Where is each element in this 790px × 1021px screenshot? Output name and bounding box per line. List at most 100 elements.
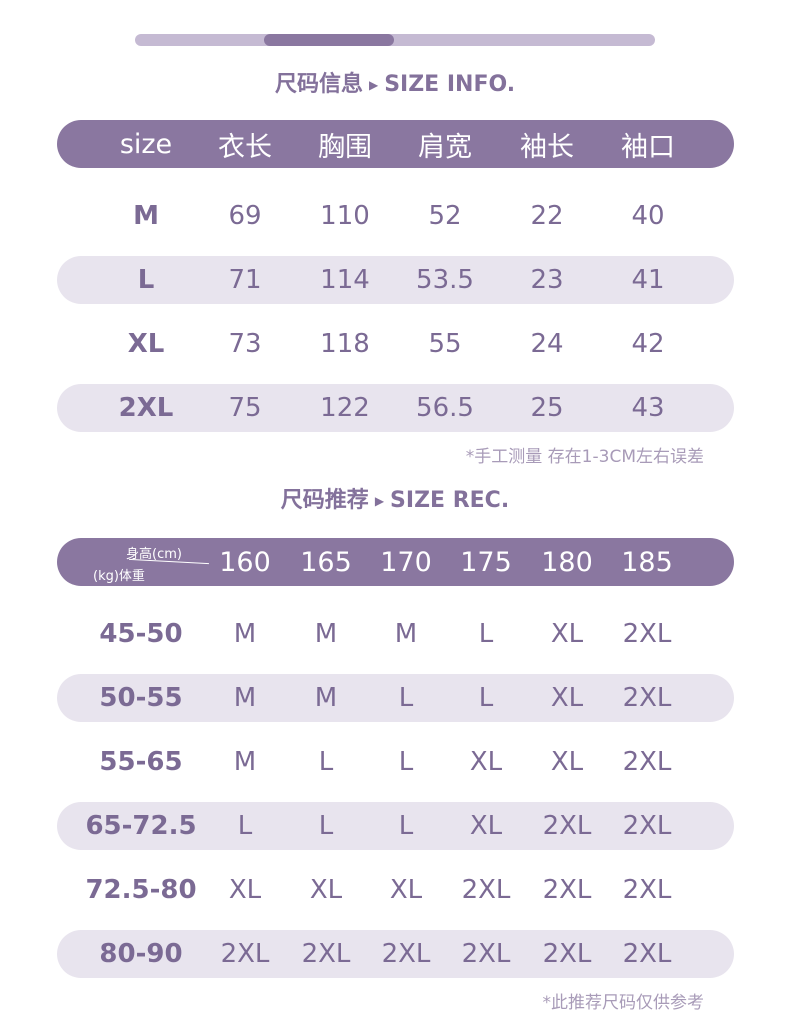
table-cell: M: [314, 619, 338, 649]
triangle-right-icon: ▶: [374, 494, 385, 508]
table-cell: XL: [469, 811, 503, 841]
table-row: 65-72.5 L L L XL 2XL 2XL: [57, 802, 734, 850]
scroll-thumb[interactable]: [264, 34, 394, 46]
table-row: L 71 114 53.5 23 41: [57, 256, 734, 304]
table-cell: L: [398, 683, 414, 713]
column-header: 170: [380, 546, 432, 578]
rec-note: *此推荐尺码仅供参考: [542, 993, 705, 1013]
weight-label: (kg)体重: [93, 569, 145, 584]
row-label: 2XL: [118, 393, 174, 423]
size-rec-title: 尺码推荐 ▶ SIZE REC.: [0, 482, 790, 514]
table-row: 55-65 M L L XL XL 2XL: [57, 730, 734, 794]
height-label: 身高(cm): [126, 547, 182, 562]
header-row: size 衣长 胸围 肩宽 袖长 袖口: [57, 120, 734, 168]
table-row: 2XL 75 122 56.5 25 43: [57, 384, 734, 432]
table-cell: 41: [631, 265, 665, 295]
table-cell: XL: [309, 875, 343, 905]
column-header: 袖长: [520, 131, 574, 163]
table-cell: M: [394, 619, 418, 649]
table-cell: 114: [320, 265, 370, 295]
table-cell: M: [233, 619, 257, 649]
column-header: 180: [541, 546, 593, 578]
size-info-title: 尺码信息 ▶ SIZE INFO.: [0, 66, 790, 98]
column-header: 袖口: [621, 131, 675, 163]
table-row: 80-90 2XL 2XL 2XL 2XL 2XL 2XL: [57, 930, 734, 978]
row-label: 65-72.5: [85, 811, 197, 841]
row-label: 80-90: [99, 939, 183, 969]
size-rec-table: 身高(cm) (kg)体重 160 165 170 175 180 185 45-50 M M M L X…: [57, 538, 734, 986]
table-cell: 2XL: [542, 939, 592, 969]
table-cell: 73: [228, 329, 262, 359]
size-info-table: size 衣长 胸围 肩宽 袖长 袖口 M 69 110 52 22 40 L 71 114 53.5 23 41…: [57, 120, 734, 440]
table-cell: 2XL: [542, 811, 592, 841]
table-cell: 2XL: [622, 939, 672, 969]
table-cell: L: [478, 619, 494, 649]
table-cell: 40: [631, 201, 665, 231]
row-label: L: [137, 265, 155, 295]
table-cell: 24: [530, 329, 564, 359]
table-cell: 52: [428, 201, 462, 231]
corner-cell: 身高(cm) (kg)体重: [93, 541, 213, 584]
row-label: 45-50: [99, 619, 183, 649]
title-en: SIZE REC.: [390, 488, 510, 513]
table-cell: 2XL: [220, 939, 270, 969]
row-label: M: [133, 201, 159, 231]
table-cell: 2XL: [622, 747, 672, 777]
table-cell: XL: [550, 619, 584, 649]
table-cell: 22: [530, 201, 564, 231]
table-cell: 2XL: [461, 875, 511, 905]
column-header: 175: [460, 546, 512, 578]
title-en: SIZE INFO.: [384, 72, 516, 97]
table-cell: L: [237, 811, 253, 841]
header-row: 身高(cm) (kg)体重 160 165 170 175 180 185: [57, 538, 734, 586]
table-row: XL 73 118 55 24 42: [57, 312, 734, 376]
table-cell: 23: [530, 265, 564, 295]
table-cell: 110: [320, 201, 370, 231]
table-cell: L: [318, 747, 334, 777]
title-cn: 尺码推荐: [280, 488, 369, 513]
table-cell: 2XL: [622, 811, 672, 841]
table-cell: XL: [550, 683, 584, 713]
table-cell: 55: [428, 329, 462, 359]
table-cell: XL: [228, 875, 262, 905]
table-row: 50-55 M M L L XL 2XL: [57, 674, 734, 722]
table-cell: 2XL: [622, 619, 672, 649]
column-header: 肩宽: [418, 131, 472, 163]
column-header: 衣长: [218, 131, 272, 163]
table-row: 72.5-80 XL XL XL 2XL 2XL 2XL: [57, 858, 734, 922]
title-cn: 尺码信息: [274, 72, 363, 97]
table-cell: L: [398, 811, 414, 841]
table-cell: 53.5: [416, 265, 474, 295]
row-label: 55-65: [99, 747, 183, 777]
table-row: M 69 110 52 22 40: [57, 184, 734, 248]
table-cell: M: [314, 683, 338, 713]
table-cell: L: [318, 811, 334, 841]
table-cell: 118: [320, 329, 370, 359]
table-cell: M: [233, 683, 257, 713]
table-cell: 43: [631, 393, 665, 423]
row-label: XL: [127, 329, 165, 359]
row-label: 72.5-80: [85, 875, 197, 905]
table-cell: M: [233, 747, 257, 777]
table-cell: 2XL: [622, 683, 672, 713]
scroll-track[interactable]: [135, 34, 655, 46]
table-cell: 25: [530, 393, 564, 423]
table-row: 45-50 M M M L XL 2XL: [57, 602, 734, 666]
table-cell: 42: [631, 329, 665, 359]
measure-note: *手工测量 存在1-3CM左右误差: [465, 447, 704, 467]
table-cell: 56.5: [416, 393, 474, 423]
triangle-right-icon: ▶: [368, 78, 379, 92]
table-cell: L: [398, 747, 414, 777]
table-cell: 2XL: [622, 875, 672, 905]
table-cell: L: [478, 683, 494, 713]
column-header: 165: [300, 546, 352, 578]
table-cell: XL: [389, 875, 423, 905]
column-header: size: [119, 128, 173, 160]
row-label: 50-55: [99, 683, 183, 713]
table-cell: 2XL: [542, 875, 592, 905]
table-cell: 122: [320, 393, 370, 423]
column-header: 185: [621, 546, 673, 578]
table-cell: XL: [550, 747, 584, 777]
column-header: 胸围: [318, 131, 372, 163]
table-cell: 69: [228, 201, 262, 231]
